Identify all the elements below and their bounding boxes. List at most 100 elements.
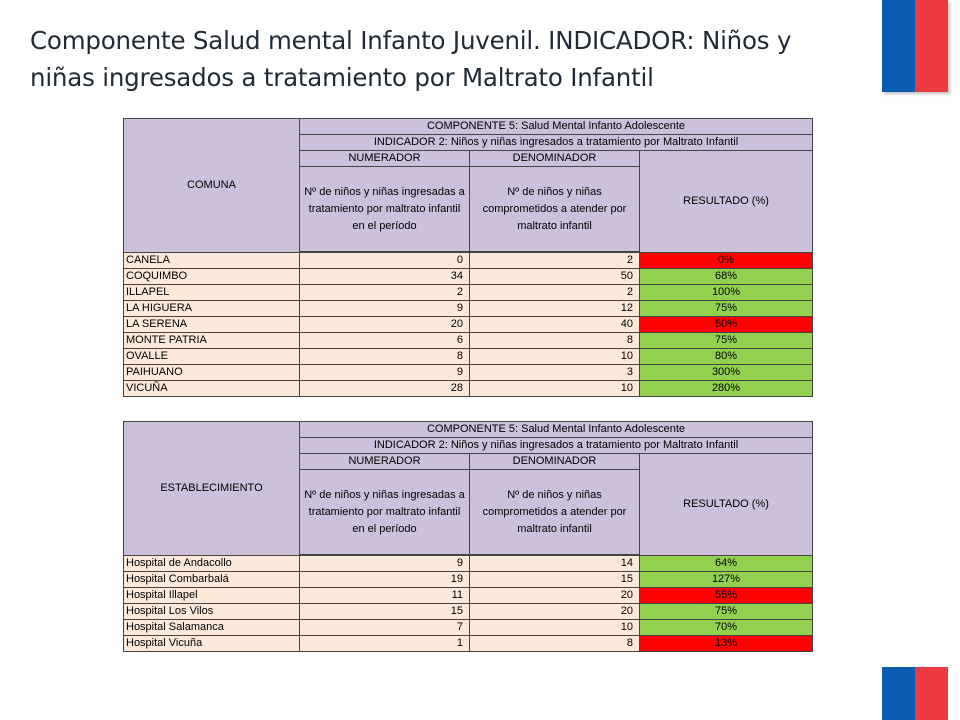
row-resultado-cell: 100% — [638, 284, 814, 301]
row-resultado-cell: 70% — [638, 619, 814, 636]
row-numerador-cell: 34 — [299, 268, 470, 285]
row-name-cell: CANELA — [123, 252, 300, 269]
row-name-cell: Hospital Vicuña — [123, 635, 300, 652]
table-row: Hospital Combarbalá 19 15 127% — [123, 571, 814, 588]
table-row: COQUIMBO 34 50 68% — [123, 268, 814, 285]
comuna-rows: CANELA 0 2 0% COQUIMBO 34 50 68% ILLAPEL 2 2 100% LA… — [123, 252, 814, 397]
numerador-description: Nº de niños y niñas ingresadas a tratami… — [299, 166, 470, 252]
row-numerador-cell: 15 — [299, 603, 470, 620]
row-numerador-cell: 28 — [299, 380, 470, 397]
row-denominador-cell: 20 — [469, 603, 640, 620]
table-row: Hospital de Andacollo 9 14 64% — [123, 555, 814, 572]
row-name-cell: MONTE PATRIA — [123, 332, 300, 349]
table-row: PAIHUANO 9 3 300% — [123, 364, 814, 381]
denominador-description: Nº de niños y niñas comprometidos a aten… — [469, 469, 640, 555]
row-name-cell: LA HIGUERA — [123, 300, 300, 317]
row-resultado-cell: 127% — [638, 571, 814, 588]
row-resultado-cell: 75% — [638, 332, 814, 349]
row-numerador-cell: 7 — [299, 619, 470, 636]
table-row: CANELA 0 2 0% — [123, 252, 814, 269]
row-resultado-cell: 75% — [638, 300, 814, 317]
row-denominador-cell: 8 — [469, 635, 640, 652]
flag-blue-stripe — [882, 0, 915, 92]
table-row: Hospital Los Vilos 15 20 75% — [123, 603, 814, 620]
row-denominador-cell: 10 — [469, 619, 640, 636]
row-resultado-cell: 50% — [638, 316, 814, 333]
row-resultado-cell: 64% — [638, 555, 814, 572]
flag-blue-stripe — [882, 667, 915, 720]
row-resultado-cell: 0% — [638, 252, 814, 269]
first-col-header: ESTABLECIMIENTO — [123, 421, 300, 556]
row-resultado-cell: 280% — [638, 380, 814, 397]
row-numerador-cell: 19 — [299, 571, 470, 588]
row-denominador-cell: 20 — [469, 587, 640, 604]
row-numerador-cell: 8 — [299, 348, 470, 365]
row-denominador-cell: 3 — [469, 364, 640, 381]
row-name-cell: OVALLE — [123, 348, 300, 365]
row-numerador-cell: 9 — [299, 555, 470, 572]
denominador-description: Nº de niños y niñas comprometidos a aten… — [469, 166, 640, 252]
row-denominador-cell: 40 — [469, 316, 640, 333]
denominador-header: DENOMINADOR — [469, 453, 640, 470]
row-name-cell: Hospital Salamanca — [123, 619, 300, 636]
row-numerador-cell: 11 — [299, 587, 470, 604]
row-name-cell: LA SERENA — [123, 316, 300, 333]
flag-red-stripe — [915, 667, 948, 720]
flag-red-stripe — [915, 0, 948, 92]
table-row: Hospital Illapel 11 20 55% — [123, 587, 814, 604]
row-denominador-cell: 15 — [469, 571, 640, 588]
establecimiento-rows: Hospital de Andacollo 9 14 64% Hospital Comb… — [123, 555, 814, 652]
row-denominador-cell: 10 — [469, 348, 640, 365]
table-row: ILLAPEL 2 2 100% — [123, 284, 814, 301]
row-numerador-cell: 0 — [299, 252, 470, 269]
row-numerador-cell: 6 — [299, 332, 470, 349]
table-row: OVALLE 8 10 80% — [123, 348, 814, 365]
denominador-header: DENOMINADOR — [469, 150, 640, 167]
row-name-cell: Hospital Combarbalá — [123, 571, 300, 588]
page-title: Componente Salud mental Infanto Juvenil.… — [30, 26, 792, 92]
row-numerador-cell: 2 — [299, 284, 470, 301]
row-name-cell: Hospital de Andacollo — [123, 555, 300, 572]
row-numerador-cell: 9 — [299, 300, 470, 317]
chile-flag-stripes-bottom — [882, 667, 948, 720]
row-name-cell: VICUÑA — [123, 380, 300, 397]
row-numerador-cell: 20 — [299, 316, 470, 333]
row-resultado-cell: 68% — [638, 268, 814, 285]
row-name-cell: PAIHUANO — [123, 364, 300, 381]
table-row: VICUÑA 28 10 280% — [123, 380, 814, 397]
establecimiento-table: ESTABLECIMIENTO COMPONENTE 5: Salud Ment… — [123, 421, 814, 652]
table-row: Hospital Vicuña 1 8 13% — [123, 635, 814, 652]
component-header: COMPONENTE 5: Salud Mental Infanto Adole… — [298, 118, 814, 135]
resultado-header: RESULTADO (%) — [638, 453, 814, 556]
row-resultado-cell: 300% — [638, 364, 814, 381]
row-resultado-cell: 80% — [638, 348, 814, 365]
row-numerador-cell: 9 — [299, 364, 470, 381]
row-resultado-cell: 75% — [638, 603, 814, 620]
indicator-header: INDICADOR 2: Niños y niñas ingresados a … — [298, 437, 814, 454]
resultado-header: RESULTADO (%) — [638, 150, 814, 253]
table-row: LA SERENA 20 40 50% — [123, 316, 814, 333]
first-col-header: COMUNA — [123, 118, 300, 253]
row-denominador-cell: 2 — [469, 284, 640, 301]
row-name-cell: COQUIMBO — [123, 268, 300, 285]
table-row: LA HIGUERA 9 12 75% — [123, 300, 814, 317]
table-row: MONTE PATRIA 6 8 75% — [123, 332, 814, 349]
row-denominador-cell: 2 — [469, 252, 640, 269]
row-denominador-cell: 50 — [469, 268, 640, 285]
chile-flag-stripes-top — [882, 0, 948, 92]
indicator-header: INDICADOR 2: Niños y niñas ingresados a … — [298, 134, 814, 151]
numerador-description: Nº de niños y niñas ingresadas a tratami… — [299, 469, 470, 555]
component-header: COMPONENTE 5: Salud Mental Infanto Adole… — [298, 421, 814, 438]
row-resultado-cell: 55% — [638, 587, 814, 604]
row-name-cell: Hospital Los Vilos — [123, 603, 300, 620]
row-denominador-cell: 14 — [469, 555, 640, 572]
row-denominador-cell: 10 — [469, 380, 640, 397]
row-resultado-cell: 13% — [638, 635, 814, 652]
row-denominador-cell: 12 — [469, 300, 640, 317]
row-name-cell: Hospital Illapel — [123, 587, 300, 604]
table-row: Hospital Salamanca 7 10 70% — [123, 619, 814, 636]
row-numerador-cell: 1 — [299, 635, 470, 652]
comuna-table: COMUNA COMPONENTE 5: Salud Mental Infant… — [123, 118, 814, 397]
row-denominador-cell: 8 — [469, 332, 640, 349]
row-name-cell: ILLAPEL — [123, 284, 300, 301]
